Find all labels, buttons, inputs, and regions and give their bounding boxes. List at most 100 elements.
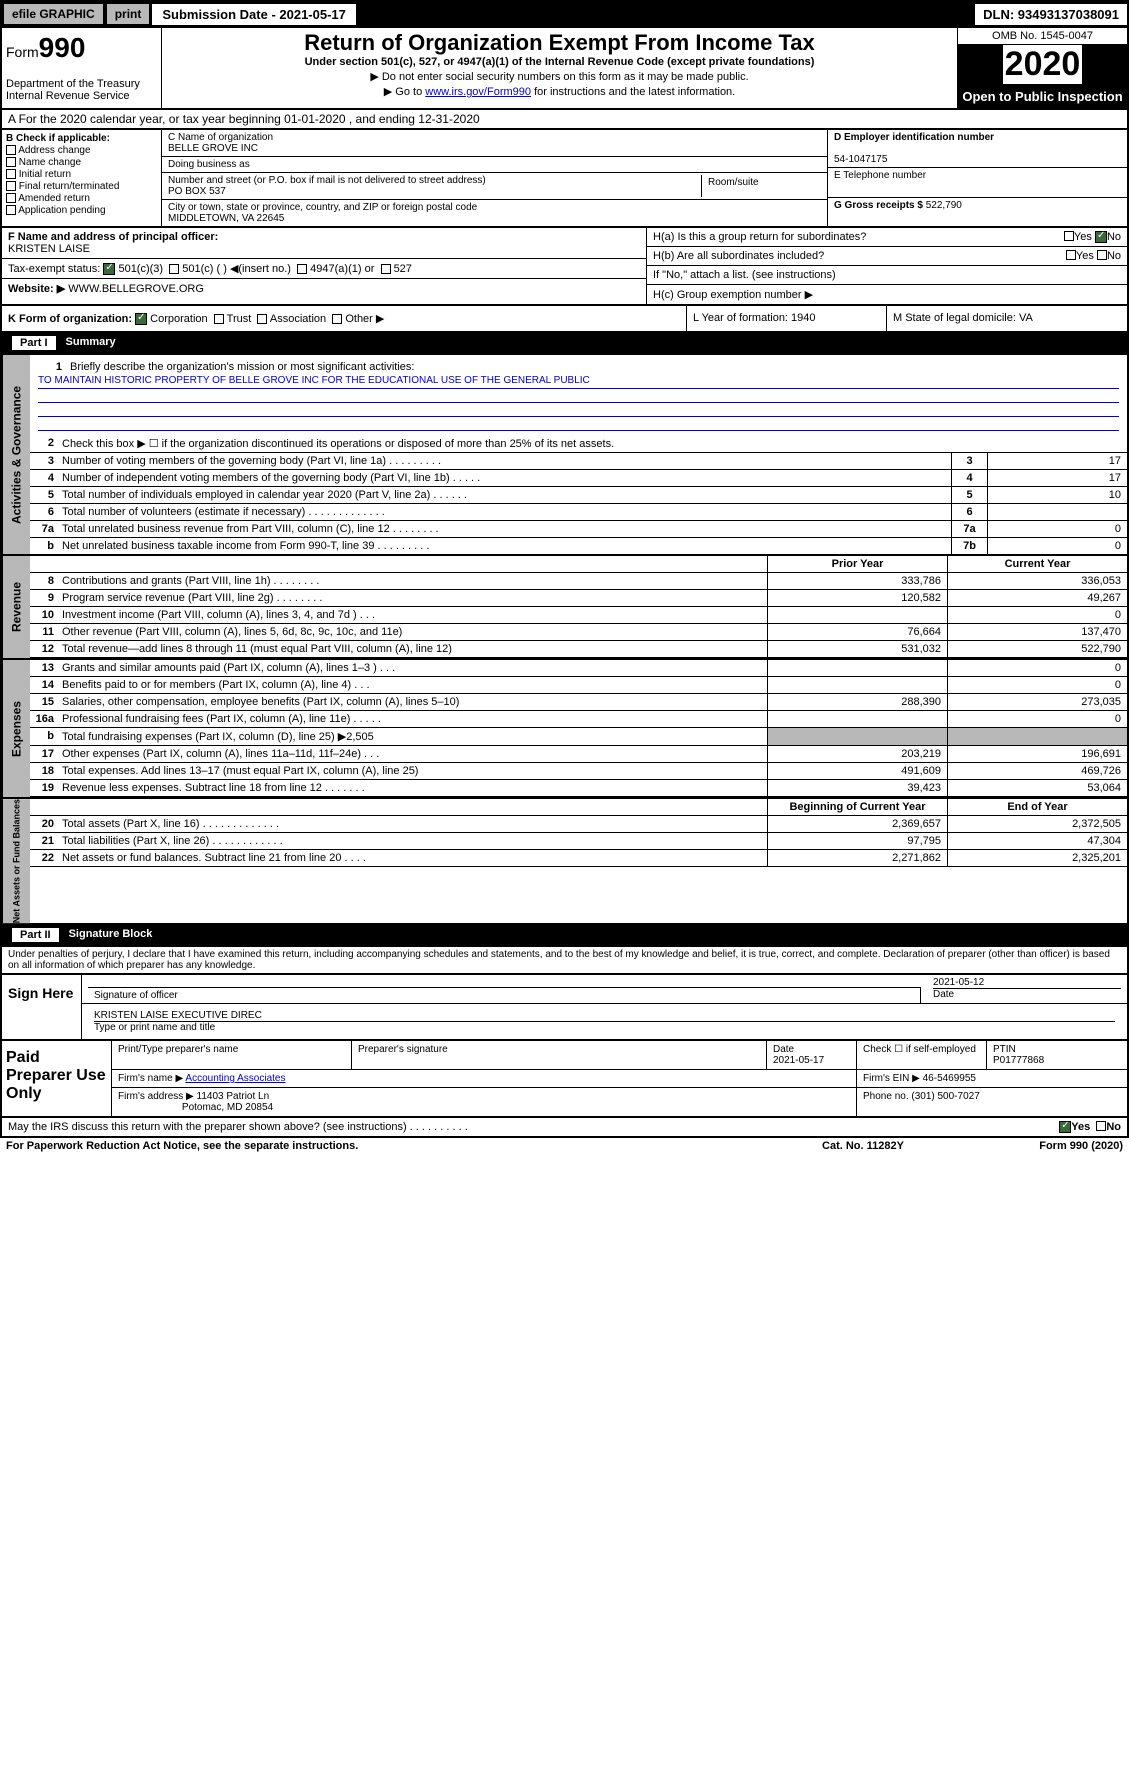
footer-discuss: May the IRS discuss this return with the… — [0, 1118, 1129, 1138]
cat-no: Cat. No. 11282Y — [763, 1140, 963, 1152]
firm-link[interactable]: Accounting Associates — [185, 1073, 285, 1084]
discuss-yes[interactable] — [1059, 1121, 1071, 1133]
pra-notice: For Paperwork Reduction Act Notice, see … — [6, 1140, 763, 1152]
efile-button[interactable]: efile GRAPHIC — [3, 3, 104, 25]
form-footer: Form 990 (2020) — [963, 1140, 1123, 1152]
l3-val: 17 — [987, 453, 1127, 469]
gross-value: 522,790 — [926, 200, 962, 211]
omb-number: OMB No. 1545-0047 — [958, 28, 1127, 45]
chk-other[interactable] — [332, 314, 342, 324]
l1-desc: Briefly describe the organization's miss… — [66, 359, 1119, 375]
form-number: 990 — [39, 32, 86, 63]
open-public-label: Open to Public Inspection — [958, 85, 1127, 108]
room-label: Room/suite — [701, 175, 821, 197]
part2-header: Part II Signature Block — [0, 925, 1129, 947]
dba-label: Doing business as — [162, 157, 827, 173]
chk-name[interactable] — [6, 157, 16, 167]
instruction-1: ▶ Do not enter social security numbers o… — [168, 70, 951, 83]
top-bar: efile GRAPHIC print Submission Date - 20… — [0, 0, 1129, 28]
l6-val — [987, 504, 1127, 520]
f-label: F Name and address of principal officer: — [8, 231, 218, 243]
sig-officer-lbl: Signature of officer — [88, 987, 921, 1003]
sig-date: 2021-05-12 — [933, 977, 1121, 989]
chk-527[interactable] — [381, 264, 391, 274]
part2-label: Part II — [12, 928, 59, 942]
ha-no[interactable] — [1095, 231, 1107, 243]
l-year: L Year of formation: 1940 — [687, 306, 887, 331]
chk-final[interactable] — [6, 181, 16, 191]
chk-pending[interactable] — [6, 205, 16, 215]
hdr-prior: Prior Year — [767, 556, 947, 572]
sign-here-label: Sign Here — [2, 975, 82, 1039]
ag-section: Activities & Governance 1Briefly describ… — [0, 355, 1129, 556]
i-label: Tax-exempt status: — [8, 263, 100, 275]
f-value: KRISTEN LAISE — [8, 243, 90, 255]
form-header: Form990 Department of the Treasury Inter… — [0, 28, 1129, 110]
l7b-val: 0 — [987, 538, 1127, 554]
chk-4947[interactable] — [297, 264, 307, 274]
print-button[interactable]: print — [106, 3, 151, 25]
tax-year: 2020 — [1003, 45, 1083, 84]
city-value: MIDDLETOWN, VA 22645 — [168, 213, 821, 224]
addr-label: Number and street (or P.O. box if mail i… — [168, 175, 701, 186]
chk-address[interactable] — [6, 145, 16, 155]
col-c: C Name of organization BELLE GROVE INC D… — [162, 130, 827, 226]
l5-val: 10 — [987, 487, 1127, 503]
chk-501c3[interactable] — [103, 263, 115, 275]
part1-label: Part I — [12, 336, 56, 350]
m-state: M State of legal domicile: VA — [887, 306, 1127, 331]
col-d: D Employer identification number 54-1047… — [827, 130, 1127, 226]
hb-yes[interactable] — [1066, 250, 1076, 260]
officer-name-lbl: Type or print name and title — [94, 1022, 1115, 1033]
col-b: B Check if applicable: Address change Na… — [2, 130, 162, 226]
form-subtitle: Under section 501(c), 527, or 4947(a)(1)… — [168, 56, 951, 68]
chk-corp[interactable] — [135, 313, 147, 325]
section-bcd: B Check if applicable: Address change Na… — [0, 130, 1129, 228]
paid-preparer-section: Paid Preparer Use Only Print/Type prepar… — [0, 1041, 1129, 1118]
ein-label: D Employer identification number — [834, 132, 994, 143]
website-value: WWW.BELLEGROVE.ORG — [68, 283, 204, 295]
l7a-val: 0 — [987, 521, 1127, 537]
tab-revenue: Revenue — [2, 556, 30, 658]
ein-value: 54-1047175 — [834, 154, 887, 165]
netassets-section: Net Assets or Fund Balances Beginning of… — [0, 799, 1129, 925]
officer-name: KRISTEN LAISE EXECUTIVE DIREC — [94, 1010, 1115, 1022]
chk-501c[interactable] — [169, 264, 179, 274]
submission-date: Submission Date - 2021-05-17 — [151, 3, 357, 26]
hc-label: H(c) Group exemption number ▶ — [647, 285, 1127, 304]
hb-label: H(b) Are all subordinates included? — [653, 250, 1066, 262]
org-name: BELLE GROVE INC — [168, 143, 821, 154]
hb-no[interactable] — [1097, 250, 1107, 260]
irs-link[interactable]: www.irs.gov/Form990 — [425, 86, 531, 98]
l2-desc: Check this box ▶ ☐ if the organization d… — [58, 435, 1127, 452]
hdr-current: Current Year — [947, 556, 1127, 572]
addr-value: PO BOX 537 — [168, 186, 701, 197]
ha-label: H(a) Is this a group return for subordin… — [653, 231, 1064, 243]
tab-netassets: Net Assets or Fund Balances — [2, 799, 30, 923]
chk-initial[interactable] — [6, 169, 16, 179]
mission-text: TO MAINTAIN HISTORIC PROPERTY OF BELLE G… — [38, 375, 1119, 389]
dept-label: Department of the Treasury Internal Reve… — [6, 78, 157, 102]
hb-note: If "No," attach a list. (see instruction… — [647, 266, 1127, 285]
expenses-section: Expenses 13Grants and similar amounts pa… — [0, 660, 1129, 799]
paid-preparer-label: Paid Preparer Use Only — [2, 1041, 112, 1116]
phone-label: E Telephone number — [828, 168, 1127, 198]
form-label: Form — [6, 44, 39, 60]
ha-yes[interactable] — [1064, 231, 1074, 241]
discuss-no[interactable] — [1096, 1121, 1106, 1131]
gross-label: G Gross receipts $ — [834, 200, 926, 211]
section-fh: F Name and address of principal officer:… — [0, 228, 1129, 306]
l4-val: 17 — [987, 470, 1127, 486]
chk-assoc[interactable] — [257, 314, 267, 324]
chk-trust[interactable] — [214, 314, 224, 324]
instruction-2: ▶ Go to www.irs.gov/Form990 for instruct… — [168, 85, 951, 98]
sig-declaration: Under penalties of perjury, I declare th… — [0, 947, 1129, 975]
dln: DLN: 93493137038091 — [975, 4, 1127, 25]
part1-header: Part I Summary — [0, 333, 1129, 355]
sign-here-section: Sign Here Signature of officer 2021-05-1… — [0, 975, 1129, 1041]
row-k: K Form of organization: Corporation Trus… — [0, 306, 1129, 333]
org-name-label: C Name of organization — [168, 132, 821, 143]
chk-amended[interactable] — [6, 193, 16, 203]
b-header: B Check if applicable: — [6, 133, 110, 144]
footer-bottom: For Paperwork Reduction Act Notice, see … — [0, 1138, 1129, 1154]
